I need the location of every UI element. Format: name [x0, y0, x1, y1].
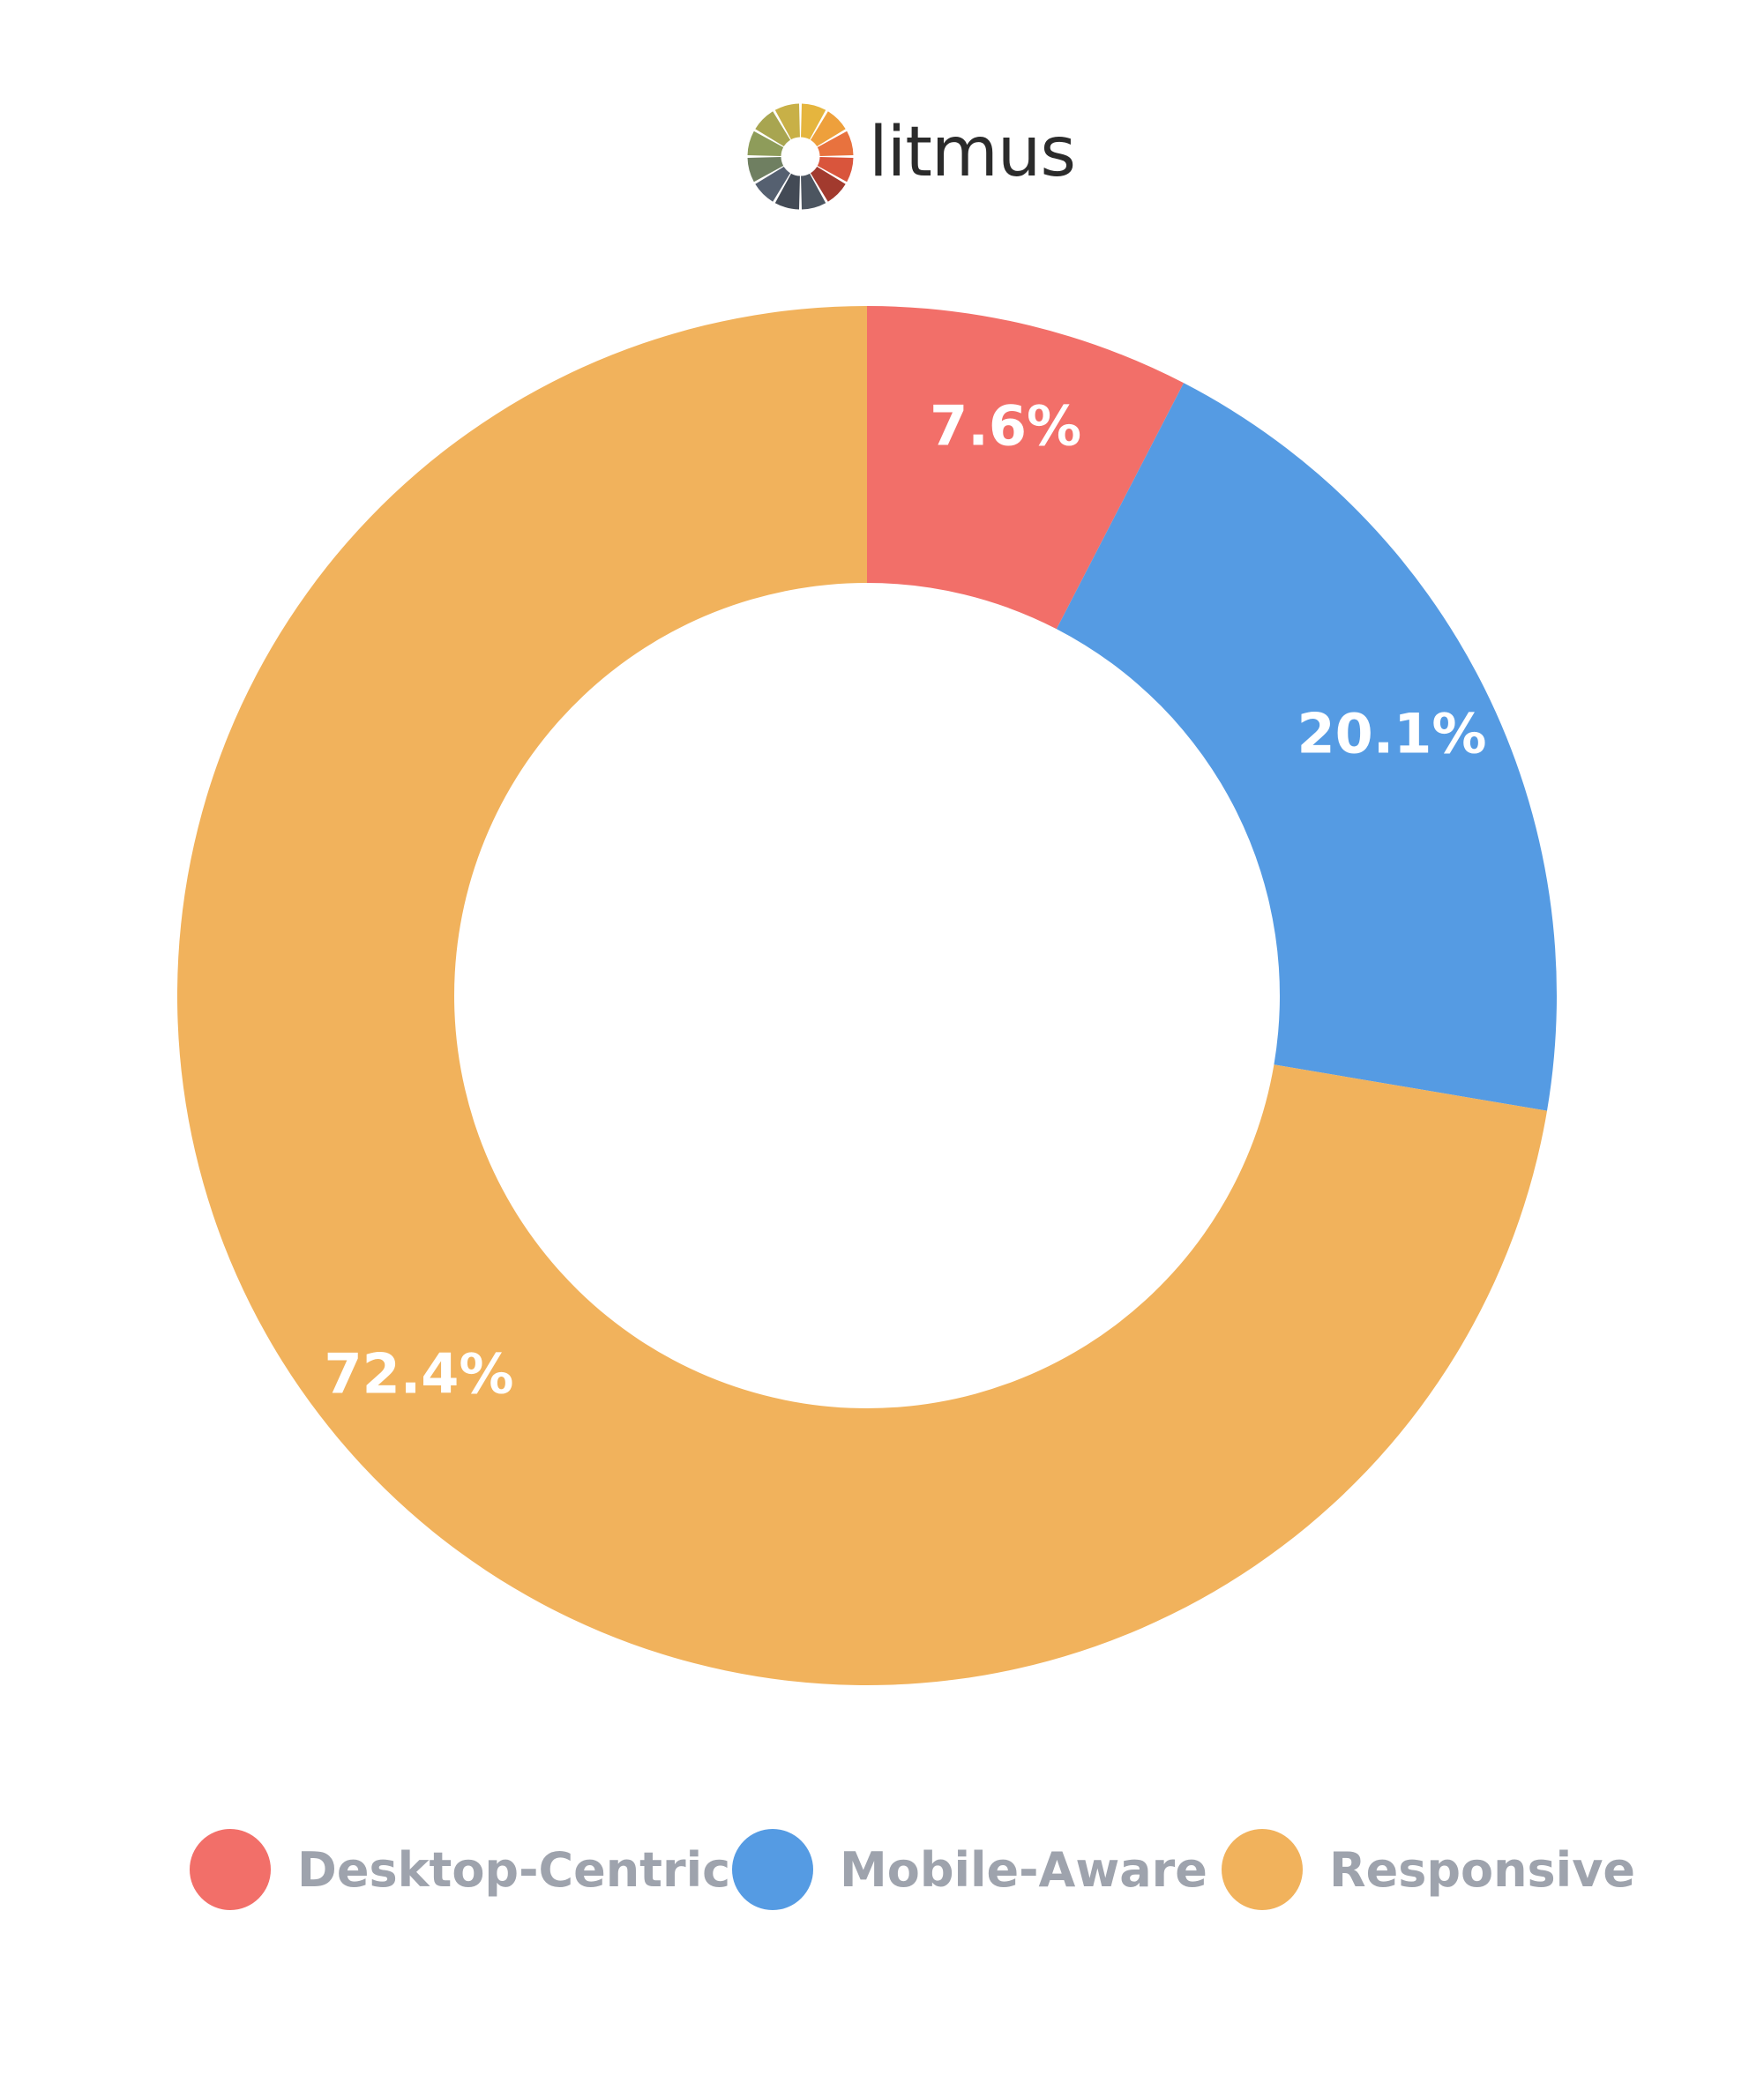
- litmus-logo: litmus: [745, 101, 1076, 212]
- legend-label-mobile-aware: Mobile-Aware: [840, 1841, 1207, 1898]
- slice-desktop-centric: [867, 306, 1185, 630]
- logo-wheel-segment: [774, 103, 800, 140]
- donut-chart: 7.6% 20.1% 72.4%: [176, 305, 1557, 1686]
- legend-label-responsive: Responsive: [1329, 1841, 1636, 1898]
- data-label-mobile-aware: 20.1%: [1297, 702, 1486, 766]
- legend-label-desktop-centric: Desktop-Centric: [297, 1841, 731, 1898]
- logo-text: litmus: [869, 113, 1076, 192]
- data-label-desktop-centric: 7.6%: [930, 393, 1081, 458]
- legend-item-desktop-centric: Desktop-Centric: [190, 1825, 730, 1914]
- logo-wheel-segment: [755, 166, 791, 202]
- litmus-wheel-icon: [747, 103, 854, 210]
- logo-wheel-segment: [755, 111, 791, 147]
- data-label-responsive: 72.4%: [324, 1342, 513, 1407]
- logo-wheel-segment: [747, 157, 784, 183]
- logo-wheel-segment: [801, 173, 826, 210]
- slice-responsive: [176, 305, 1548, 1686]
- legend-item-responsive: Responsive: [1222, 1825, 1635, 1914]
- legend-swatch-mobile-aware: [732, 1829, 813, 1910]
- logo-wheel-segment: [810, 111, 846, 147]
- logo-wheel-segment: [747, 131, 784, 156]
- legend: Desktop-Centric Mobile-Aware Responsive: [0, 1825, 1764, 1931]
- legend-swatch-desktop-centric: [190, 1829, 271, 1910]
- legend-item-mobile-aware: Mobile-Aware: [732, 1825, 1207, 1914]
- logo-wheel-segment: [817, 131, 854, 156]
- logo-wheel-segment: [801, 103, 826, 140]
- logo-wheel-segment: [774, 173, 800, 210]
- logo-wheel-segment: [810, 166, 846, 202]
- slice-mobile-aware: [1056, 383, 1557, 1111]
- logo-wheel-segment: [817, 157, 854, 183]
- legend-swatch-responsive: [1222, 1829, 1303, 1910]
